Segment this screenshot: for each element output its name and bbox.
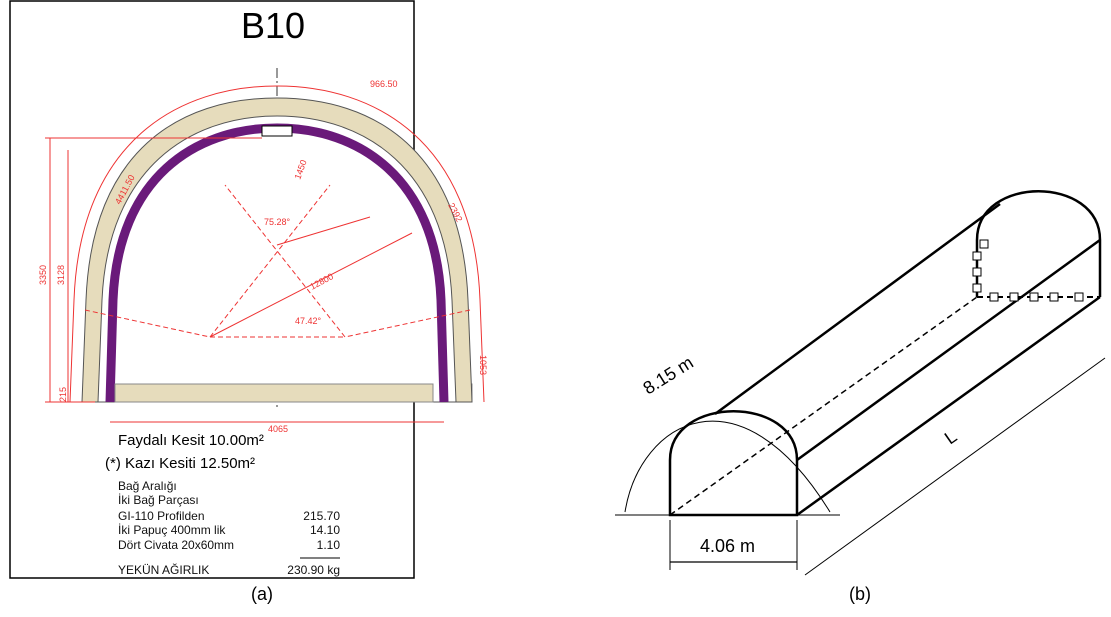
dimension-lines bbox=[45, 85, 485, 423]
dim-label: 3350 bbox=[38, 265, 48, 285]
width-label: 4.06 m bbox=[700, 536, 755, 556]
table-label: GI-110 Profilden bbox=[118, 509, 205, 523]
table-label: İki Bağ Parçası bbox=[118, 493, 199, 507]
arc-dimension bbox=[624, 420, 831, 513]
hidden-edge bbox=[669, 296, 978, 516]
dim-label: 966.50 bbox=[370, 79, 398, 89]
summary: (*) Kazı Kesiti 12.50m² bbox=[105, 455, 255, 472]
panel-label: (b) bbox=[849, 584, 871, 604]
table-label: Bağ Aralığı bbox=[118, 479, 177, 493]
hidden-edge bbox=[976, 240, 1100, 298]
front-arch bbox=[668, 410, 799, 517]
edge bbox=[796, 238, 1101, 462]
panel-title: B10 bbox=[241, 5, 305, 46]
floor bbox=[114, 383, 434, 403]
dim-label: 47.42° bbox=[295, 316, 322, 326]
edge bbox=[714, 202, 1001, 416]
dim-label: 3128 bbox=[56, 265, 66, 285]
table-label: Dört Civata 20x60mm bbox=[118, 538, 234, 552]
joints bbox=[972, 239, 1084, 302]
back-arch bbox=[975, 190, 1102, 297]
table-value: 215.70 bbox=[303, 509, 340, 523]
table-value: 1.10 bbox=[317, 538, 341, 552]
arc-label: 8.15 m bbox=[640, 352, 697, 398]
panel-a: B10 966.50 4411.50 2392 3350 3128 1450 7… bbox=[9, 0, 488, 604]
summary: Faydalı Kesit 10.00m² bbox=[118, 432, 264, 449]
panel-b: 8.15 m 4.06 m L (b) bbox=[615, 190, 1106, 604]
dim-label: 75.28° bbox=[264, 217, 291, 227]
table-value: 230.90 kg bbox=[287, 563, 340, 577]
dim-label: 4065 bbox=[268, 424, 288, 434]
joint bbox=[261, 125, 293, 137]
table-value: 14.10 bbox=[310, 523, 340, 537]
table-label: İki Papuç 400mm lik bbox=[118, 523, 226, 537]
dim-label: 215 bbox=[58, 387, 68, 402]
inner-lining bbox=[97, 115, 457, 403]
length-label: L bbox=[941, 426, 961, 448]
dim-label: 1053 bbox=[478, 355, 488, 375]
panel-label: (a) bbox=[251, 584, 273, 604]
edge bbox=[796, 295, 1101, 517]
length-dimension bbox=[804, 357, 1106, 576]
table-label: YEKÜN AĞIRLIK bbox=[118, 562, 209, 577]
construction-lines bbox=[84, 184, 471, 338]
